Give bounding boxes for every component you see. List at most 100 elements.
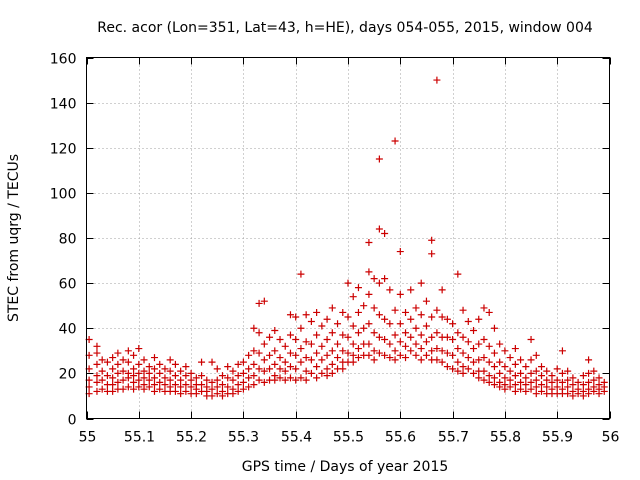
data-point xyxy=(119,356,127,364)
data-point xyxy=(428,313,436,321)
data-point xyxy=(360,324,368,332)
data-point xyxy=(150,387,158,395)
data-point xyxy=(475,374,483,382)
data-point xyxy=(375,225,383,233)
data-point xyxy=(208,392,216,400)
data-point xyxy=(161,374,169,382)
x-tick-label: 55.3 xyxy=(228,430,259,446)
data-point xyxy=(198,372,206,380)
data-point xyxy=(182,372,190,380)
data-point xyxy=(239,358,247,366)
data-point xyxy=(569,392,577,400)
data-point xyxy=(145,376,153,384)
y-tick-label: 40 xyxy=(59,322,77,338)
data-point xyxy=(464,354,472,362)
data-point xyxy=(297,270,305,278)
data-point xyxy=(579,392,587,400)
data-point xyxy=(218,381,226,389)
x-tick-label: 56 xyxy=(602,430,620,446)
data-point xyxy=(438,347,446,355)
data-point xyxy=(517,369,525,377)
data-point xyxy=(281,367,289,375)
data-point xyxy=(454,345,462,353)
data-point xyxy=(281,358,289,366)
data-point xyxy=(135,360,143,368)
data-point xyxy=(218,392,226,400)
data-point xyxy=(428,347,436,355)
data-point xyxy=(328,329,336,337)
data-point xyxy=(438,358,446,366)
data-point xyxy=(187,376,195,384)
data-point xyxy=(511,360,519,368)
data-point xyxy=(485,378,493,386)
data-point xyxy=(255,349,263,357)
data-point xyxy=(323,365,331,373)
y-tick-label: 60 xyxy=(59,277,77,293)
data-point xyxy=(271,360,279,368)
data-point xyxy=(527,385,535,393)
data-point xyxy=(229,367,237,375)
data-point xyxy=(250,372,258,380)
data-point xyxy=(532,376,540,384)
data-point xyxy=(553,365,561,373)
data-point xyxy=(433,329,441,337)
data-point xyxy=(182,363,190,371)
data-point xyxy=(271,376,279,384)
data-point xyxy=(402,354,410,362)
data-point xyxy=(156,385,164,393)
data-point xyxy=(438,313,446,321)
data-point xyxy=(485,308,493,316)
data-point xyxy=(564,376,572,384)
data-point xyxy=(119,385,127,393)
data-point xyxy=(506,354,514,362)
data-point xyxy=(543,367,551,375)
data-point xyxy=(407,347,415,355)
data-point xyxy=(422,297,430,305)
data-point xyxy=(286,374,294,382)
data-point xyxy=(454,358,462,366)
data-point xyxy=(475,340,483,348)
data-point xyxy=(381,351,389,359)
data-point xyxy=(213,383,221,391)
data-point xyxy=(370,356,378,364)
data-point xyxy=(302,367,310,375)
data-point xyxy=(470,358,478,366)
data-point xyxy=(271,327,279,335)
data-point xyxy=(381,229,389,237)
chart-title: Rec. acor (Lon=351, Lat=43, h=HE), days … xyxy=(97,20,593,36)
data-point xyxy=(313,374,321,382)
data-point xyxy=(391,137,399,145)
data-point xyxy=(171,372,179,380)
data-point xyxy=(443,333,451,341)
data-point xyxy=(407,315,415,323)
data-points xyxy=(85,76,608,400)
y-tick-label: 100 xyxy=(50,187,77,203)
data-point xyxy=(370,347,378,355)
data-point xyxy=(292,376,300,384)
data-point xyxy=(171,381,179,389)
data-point xyxy=(266,333,274,341)
data-point xyxy=(365,290,373,298)
data-point xyxy=(590,387,598,395)
data-point xyxy=(140,356,148,364)
data-point xyxy=(224,374,232,382)
data-point xyxy=(245,351,253,359)
data-point xyxy=(496,340,504,348)
data-point xyxy=(276,374,284,382)
data-point xyxy=(454,270,462,278)
data-point xyxy=(266,365,274,373)
data-point xyxy=(255,376,263,384)
data-point xyxy=(297,345,305,353)
data-point xyxy=(381,315,389,323)
y-tick-label: 20 xyxy=(59,367,77,383)
data-point xyxy=(375,155,383,163)
data-point xyxy=(501,363,509,371)
x-tick-label: 55.2 xyxy=(176,430,207,446)
data-point xyxy=(386,320,394,328)
data-point xyxy=(490,374,498,382)
data-point xyxy=(302,338,310,346)
data-point xyxy=(250,381,258,389)
data-point xyxy=(334,340,342,348)
data-point xyxy=(543,376,551,384)
data-point xyxy=(490,349,498,357)
